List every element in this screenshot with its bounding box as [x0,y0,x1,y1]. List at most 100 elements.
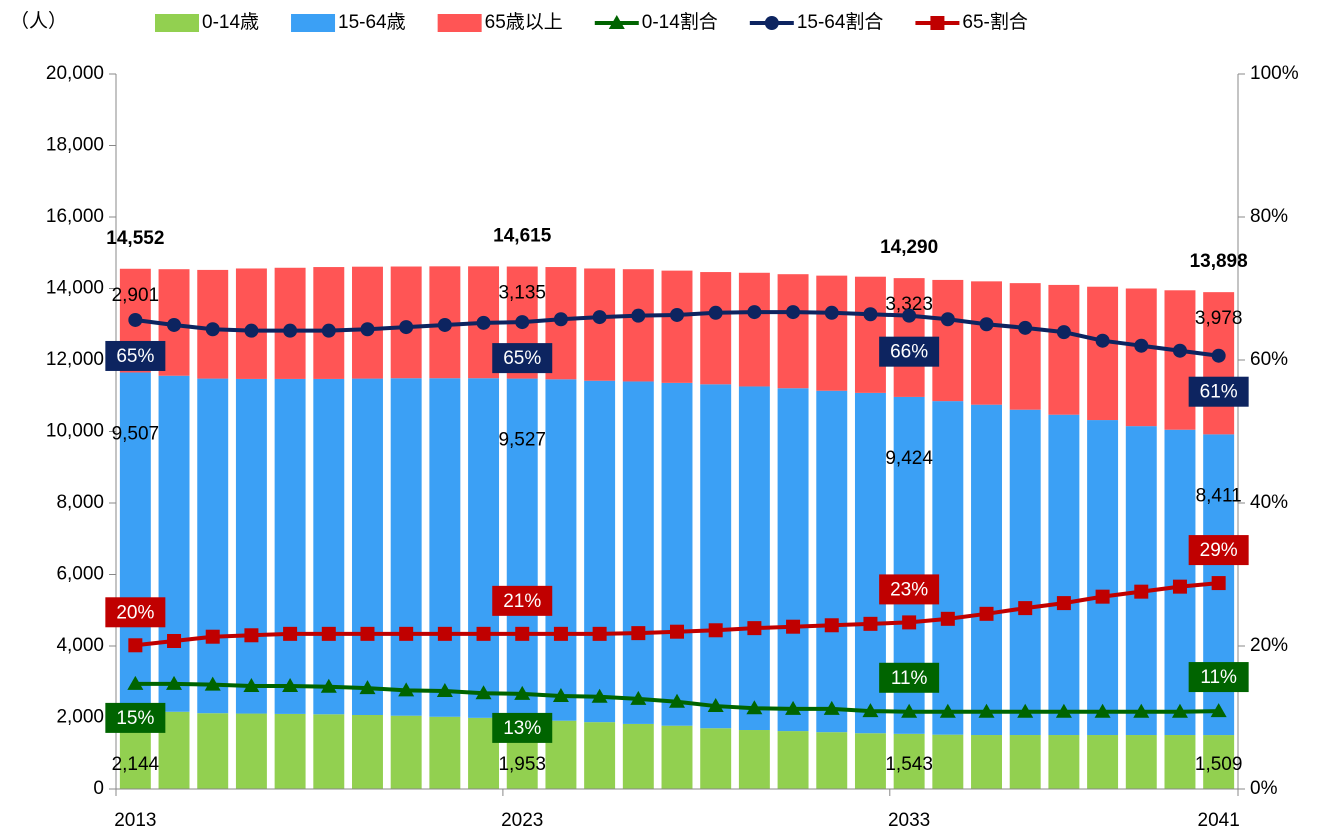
bar [390,378,422,716]
marker [127,675,144,690]
bar [738,272,770,387]
bar [584,380,616,723]
data-label: 15% [105,702,166,733]
bar-value-label: 1,509 [1195,754,1243,775]
marker [786,619,801,634]
bar [274,713,306,789]
legend-item: 65-割合 [915,11,1028,33]
bar [1087,735,1119,789]
y-tick-label: 16,000 [46,206,104,227]
legend-label: 0-14割合 [642,11,718,33]
marker [939,703,956,718]
data-label-text: 65% [503,348,541,369]
marker [591,688,608,703]
data-label-box [105,702,166,733]
y-tick-label: 12,000 [46,349,104,370]
marker [747,621,762,636]
marker [1171,703,1188,718]
data-label: 23% [879,574,940,605]
legend-swatch [155,14,199,32]
data-label-box [879,574,940,605]
marker [708,305,723,320]
marker [978,703,995,718]
legend-item: 15-64歳 [291,11,406,33]
bar [235,713,267,789]
x-tick-label: 2033 [888,810,930,831]
data-label-text: 23% [890,579,928,600]
marker [669,693,685,708]
marker [167,633,182,648]
bar [158,375,190,712]
data-label-box [879,336,940,367]
bar [313,714,345,789]
bar-value-label: 2,901 [112,285,160,306]
y-axis-unit: （人） [10,10,67,32]
marker [282,678,299,693]
bar [816,275,848,391]
bar [506,378,538,720]
bar [738,730,770,789]
bar [661,725,693,789]
bar [700,272,732,385]
marker [824,305,839,320]
bar [274,378,306,714]
legend-label: 65-割合 [962,11,1027,33]
x-tick-label: 2023 [501,810,543,831]
bar-value-label: 9,424 [885,448,933,469]
bar [313,267,345,379]
marker [746,700,763,715]
marker [552,688,569,703]
bar [1009,409,1041,736]
marker [1172,579,1187,594]
bar [622,269,654,382]
marker [360,322,375,337]
bar-value-label: 3,135 [498,283,546,304]
data-label-box [492,585,553,616]
bar [777,388,809,732]
marker [1055,703,1072,718]
y-tick-label: 18,000 [46,135,104,156]
bar [584,722,616,789]
marker [437,317,452,332]
y-tick-label: 2,000 [56,707,104,728]
legend-label: 65歳以上 [485,11,563,33]
bar-value-label: 9,507 [112,423,160,444]
data-label-text: 66% [890,342,928,363]
data-label: 20% [105,597,166,628]
marker [128,638,143,653]
data-label-box [879,662,940,693]
marker [786,305,801,320]
marker [321,626,336,641]
bar [1203,735,1235,789]
y-tick-label: 20,000 [46,63,104,84]
bar [1125,288,1157,427]
bar [119,372,151,713]
bar [893,733,925,789]
marker [1056,325,1071,340]
y2-tick-label: 80% [1250,206,1288,227]
y2-tick-label: 20% [1250,635,1288,656]
data-label: 61% [1188,376,1249,407]
data-label-box [1188,535,1249,566]
marker [1210,703,1227,718]
marker [785,700,802,715]
legend-label: 15-64割合 [797,11,884,33]
marker [1056,596,1071,611]
marker [940,312,955,327]
marker [553,626,568,641]
bar [1125,735,1157,789]
bar [661,382,693,726]
marker [204,676,221,691]
x-tick-label: 2041 [1198,810,1240,831]
marker [1095,333,1110,348]
bar [197,713,229,789]
data-label: 21% [492,585,553,616]
marker [1018,601,1033,616]
data-label-text: 13% [503,718,541,739]
data-label-text: 61% [1200,382,1238,403]
bar [390,715,422,789]
bar [468,378,500,718]
total-label: 14,290 [880,237,938,258]
marker [244,323,259,338]
marker [360,626,375,641]
